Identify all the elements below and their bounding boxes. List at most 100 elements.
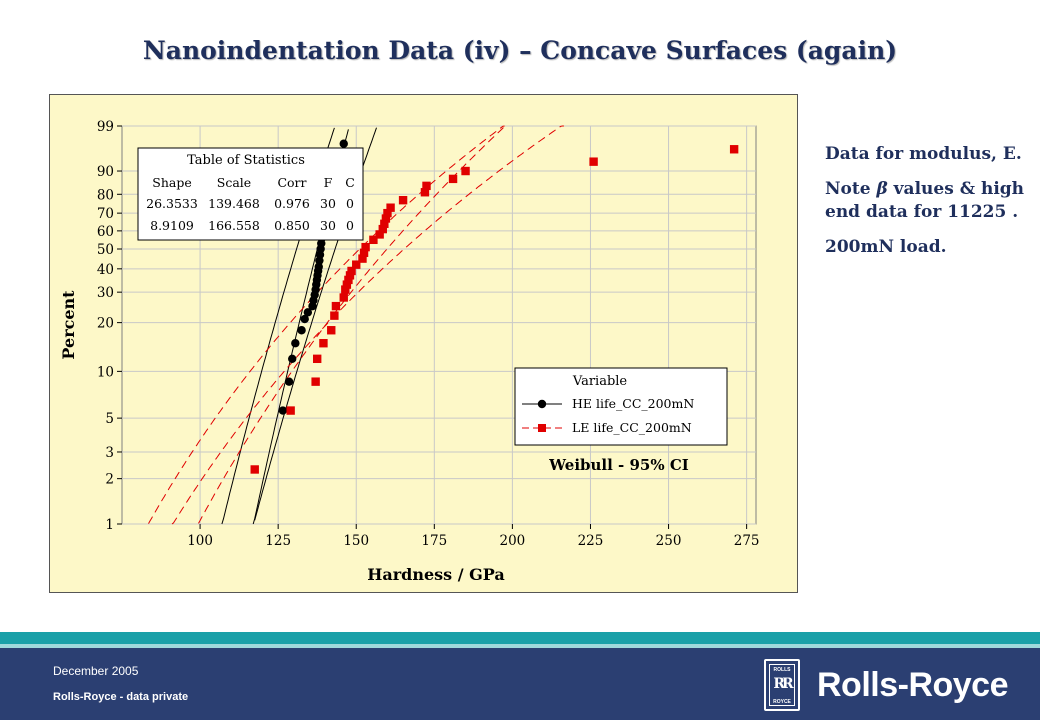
- legend-le-label: LE life_CC_200mN: [572, 420, 692, 435]
- he-data-point: [339, 139, 348, 148]
- note-modulus: Data for modulus, E.: [825, 144, 1022, 164]
- le-data-point: [369, 235, 378, 245]
- legend: Variable HE life_CC_200mN LE life_CC_200…: [514, 367, 728, 446]
- stats-header-scale: Scale: [217, 175, 251, 190]
- y-tick-label: 40: [97, 262, 114, 278]
- y-tick-label: 30: [97, 285, 114, 301]
- le-data-point: [342, 280, 352, 289]
- le-data-point: [311, 377, 320, 386]
- le-data-point: [345, 271, 355, 280]
- badge-rr-monogram: RR: [773, 676, 793, 692]
- he-data-point: [291, 339, 300, 348]
- le-data-point: [422, 181, 431, 191]
- le-data-point: [386, 203, 395, 212]
- legend-he-marker: [537, 399, 547, 409]
- badge-top-text: ROLLS: [773, 667, 791, 673]
- rolls-royce-wordmark: Rolls-Royce: [817, 666, 1009, 704]
- le-data-point: [341, 285, 350, 294]
- le-data-point: [589, 157, 598, 166]
- legend-he-label: HE life_CC_200mN: [572, 396, 694, 411]
- stats-row1-shape: 26.3533: [146, 196, 198, 211]
- he-data-point: [300, 314, 309, 324]
- le-data-point: [331, 301, 341, 311]
- stats-row1-c: 0: [346, 196, 354, 211]
- rolls-royce-badge-inner: [769, 664, 795, 706]
- le-data-point: [319, 339, 328, 348]
- stats-row2-corr: 0.850: [274, 218, 310, 233]
- le-data-point: [381, 214, 391, 223]
- legend-le-marker: [538, 424, 546, 432]
- le-data-point: [375, 230, 384, 239]
- x-tick-label: 250: [656, 533, 682, 549]
- y-tick-label: 2: [105, 472, 114, 488]
- le-data-point: [378, 224, 387, 234]
- y-axis-label: Percent: [59, 290, 78, 360]
- weibull-probability-plot: 100 125 150 175 200 225 250 275 1 2 3 5 10 20 30 40 50 6…: [59, 119, 760, 584]
- weibull-ci-annotation: Weibull - 95% CI: [548, 456, 689, 474]
- stats-row2-c: 0: [346, 218, 354, 233]
- note-beta: Note β values & high end data for 11225 …: [825, 178, 1025, 224]
- y-tick-label: 10: [97, 364, 114, 380]
- le-data-point: [358, 254, 367, 263]
- le-data-point: [286, 406, 295, 415]
- le-data-point: [327, 326, 336, 335]
- y-tick-label: 3: [105, 445, 114, 461]
- y-tick-label: 90: [97, 164, 114, 180]
- le-data-point: [312, 354, 322, 364]
- stats-table: Table of Statistics Shape Scale Corr F C…: [137, 147, 364, 241]
- he-data-point: [284, 377, 294, 386]
- stats-row1-scale: 139.468: [208, 196, 260, 211]
- le-data-point: [359, 248, 369, 257]
- le-data-point: [250, 465, 259, 474]
- x-tick-label: 125: [265, 533, 291, 549]
- footer-bar: [0, 648, 1040, 720]
- badge-bottom-text: ROYCE: [773, 699, 791, 705]
- x-tick-label: 150: [343, 533, 369, 549]
- le-data-point: [420, 188, 430, 197]
- he-data-point: [314, 262, 323, 271]
- x-tick-label: 175: [421, 533, 447, 549]
- x-tick-label: 100: [187, 533, 213, 549]
- y-tick-label: 5: [105, 411, 114, 427]
- le-data-point: [461, 166, 470, 176]
- le-data-point: [729, 145, 739, 154]
- footer-date: December 2005: [53, 664, 139, 678]
- stats-table-title: Table of Statistics: [187, 153, 305, 168]
- x-tick-label: 225: [578, 533, 604, 549]
- stats-row2-f: 30: [320, 218, 336, 233]
- x-tick-label: 200: [500, 533, 526, 549]
- y-tick-label: 70: [97, 206, 114, 222]
- y-tick-label: 50: [97, 242, 114, 258]
- y-tick-label: 20: [97, 316, 114, 332]
- y-tick-label: 1: [105, 517, 114, 533]
- he-data-point: [278, 406, 288, 415]
- le-data-point: [380, 219, 389, 229]
- note-beta-prefix: Note: [825, 179, 877, 199]
- le-data-point: [352, 260, 361, 269]
- footer-accent-band-light: [0, 644, 1040, 648]
- rolls-royce-badge-logo: ROLLS RR ROYCE: [764, 659, 800, 711]
- le-ci-upper-bound: [171, 125, 564, 525]
- note-beta-suffix: values & high end data for 11225 .: [825, 179, 1025, 222]
- legend-title: Variable: [572, 374, 628, 389]
- stats-row1-f: 30: [320, 196, 336, 211]
- le-data-point: [398, 195, 408, 205]
- le-data-point: [383, 208, 392, 218]
- le-data-point: [344, 275, 353, 285]
- x-axis-label: Hardness / GPa: [367, 565, 505, 584]
- chart-frame: 100 125 150 175 200 225 250 275 1 2 3 5 10 20 30 40 50 6…: [49, 94, 798, 593]
- stats-row1-corr: 0.976: [274, 196, 310, 211]
- le-data-point: [339, 293, 348, 302]
- le-data-point: [448, 174, 458, 184]
- le-ci-lower-bound: [148, 125, 505, 524]
- stats-header-corr: Corr: [277, 175, 306, 190]
- stats-row2-scale: 166.558: [208, 218, 260, 233]
- le-data-point: [347, 266, 356, 276]
- x-tick-label: 275: [734, 533, 760, 549]
- le-data-point: [330, 311, 339, 320]
- note-load: 200mN load.: [825, 237, 947, 257]
- he-data-point: [288, 354, 297, 364]
- he-data-point: [297, 326, 306, 335]
- stats-header-shape: Shape: [152, 175, 191, 190]
- le-data-point: [361, 242, 370, 252]
